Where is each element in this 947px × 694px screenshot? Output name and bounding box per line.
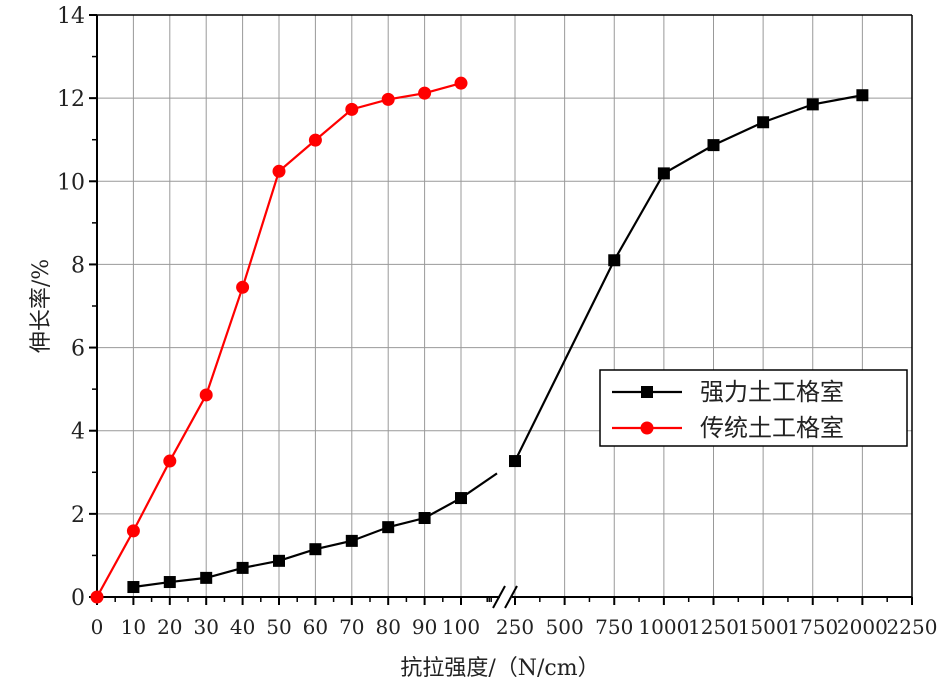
data-point-square [309,543,322,556]
grid [97,15,912,597]
y-tick-label: 14 [57,4,85,29]
data-point-circle [163,454,177,468]
x-tick-label: 10 [121,615,146,639]
y-tick-label: 6 [71,337,85,362]
data-point-square [455,492,467,505]
data-point-circle [236,280,250,294]
data-point-circle [418,86,432,100]
data-point-square [806,98,819,111]
y-tick-label: 2 [71,503,85,528]
y-tick-label: 10 [57,170,85,195]
y-tick-label: 12 [57,87,85,112]
x-tick-label: 80 [375,615,400,639]
data-point-square [657,167,670,180]
data-point-square [200,571,213,584]
x-tick-label: 90 [412,615,437,639]
data-point-square [382,521,395,534]
x-tick-label: 1250 [688,615,739,639]
data-point-circle [272,164,286,178]
x-tick-label: 1500 [738,615,789,639]
legend-marker-circle [640,421,654,435]
data-point-square [856,89,869,102]
axis-break-mark [492,585,506,609]
data-point-square [707,139,720,152]
data-point-square [127,581,140,594]
legend-label-1: 传统土工格室 [700,414,844,442]
x-tick-label: 2250 [887,615,938,639]
x-tick-label: 750 [595,615,633,639]
data-point-circle [454,76,468,90]
x-tick-label: 70 [339,615,364,639]
data-point-circle [308,133,322,147]
x-tick-label: 50 [266,615,291,639]
x-tick-label: 60 [303,615,328,639]
data-point-square [273,554,285,567]
data-point-circle [90,590,104,604]
x-tick-label: 30 [193,615,218,639]
axes: 0 2 4 6 8 10 12 14 0 10 20 30 40 50 60 70 80 90 100 250 500 7… [57,4,937,639]
legend-box [599,369,908,447]
data-point-circle [199,388,213,402]
axis-break-mark [504,585,518,609]
data-point-circle [381,92,395,106]
y-axis-label: 伸长率/% [29,259,54,353]
x-tick-label: 1000 [638,615,689,639]
data-point-square [236,561,249,574]
legend-marker-square [641,386,653,398]
x-axis-label: 抗拉强度/（N/cm） [400,656,599,681]
x-tick-label: 0 [91,615,104,639]
data-point-square [163,576,176,589]
legend: 强力土工格室 传统土工格室 [599,369,908,447]
y-tick-label: 8 [71,253,85,278]
data-point-square [757,116,770,129]
x-tick-label: 100 [442,615,480,639]
x-tick-label: 1750 [787,615,838,639]
y-tick-label: 4 [71,420,85,445]
data-point-square [608,254,621,267]
legend-label-0: 强力土工格室 [700,378,844,406]
x-tick-label: 250 [496,615,534,639]
data-point-circle [345,102,359,116]
data-point-circle [126,524,140,538]
data-point-square [418,512,431,525]
y-tick-label: 0 [71,586,85,611]
x-tick-label: 500 [546,615,584,639]
data-point-square [345,534,358,547]
series-layer [90,76,869,604]
data-point-square [509,455,521,468]
x-tick-label: 40 [230,615,255,639]
x-tick-label: 20 [157,615,182,639]
x-tick-label: 2000 [837,615,888,639]
